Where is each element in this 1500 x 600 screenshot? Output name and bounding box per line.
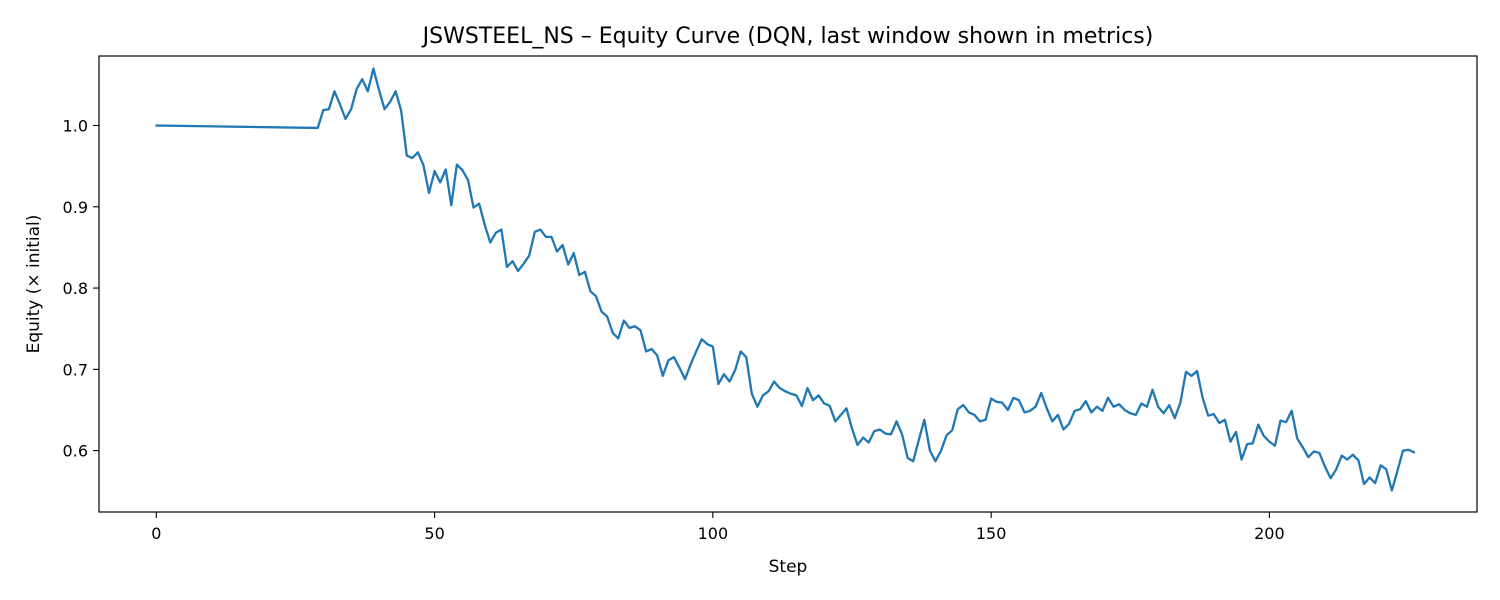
x-tick-label: 100	[698, 524, 729, 543]
x-axis: 0 50 100 150 200	[151, 512, 1285, 543]
y-tick-label: 0.9	[63, 198, 88, 217]
y-tick-label: 1.0	[63, 116, 88, 135]
y-tick-label: 0.8	[63, 279, 88, 298]
y-tick-label: 0.6	[63, 442, 88, 461]
y-axis: 0.6 0.7 0.8 0.9 1.0	[63, 116, 99, 461]
x-tick-label: 150	[976, 524, 1007, 543]
y-axis-label: Equity (× initial)	[24, 215, 44, 354]
x-tick-label: 0	[151, 524, 161, 543]
plot-frame	[98, 55, 1478, 513]
x-tick-label: 50	[424, 524, 444, 543]
equity-series-line	[155, 67, 1416, 492]
x-tick-label: 200	[1254, 524, 1285, 543]
x-axis-label: Step	[769, 557, 808, 577]
chart-title: JSWSTEEL_NS – Equity Curve (DQN, last wi…	[421, 24, 1154, 49]
y-tick-label: 0.7	[63, 360, 88, 379]
